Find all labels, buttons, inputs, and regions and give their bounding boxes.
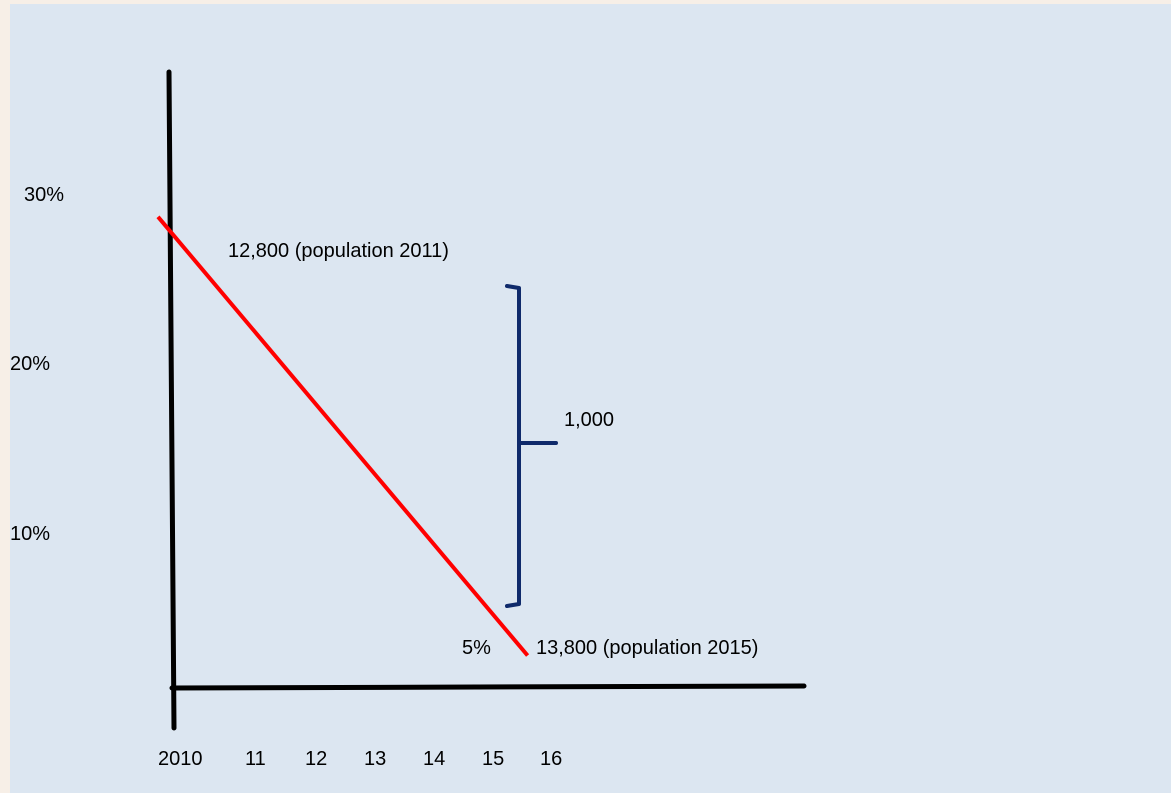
start-point-label: 12,800 (population 2011) [228,240,449,262]
x-tick-label-12: 12 [305,748,327,770]
slide-background [10,4,1171,793]
bracket-label: 1,000 [564,409,614,431]
x-tick-label-11: 11 [245,748,266,770]
x-tick-label-15: 15 [482,748,504,770]
series-line [156,215,530,657]
y-axis [166,69,177,731]
x-axis [169,683,807,691]
end-value-label: 5% [462,637,491,659]
y-tick-label-30: 30% [24,184,64,206]
difference-bracket [505,284,558,608]
y-tick-label-20: 20% [10,353,50,375]
y-tick-label-10: 10% [10,523,50,545]
x-tick-label-16: 16 [540,748,562,770]
end-point-label: 13,800 (population 2015) [536,637,758,659]
x-tick-label-13: 13 [364,748,386,770]
x-tick-label-2010: 2010 [158,748,203,770]
x-tick-label-14: 14 [423,748,445,770]
